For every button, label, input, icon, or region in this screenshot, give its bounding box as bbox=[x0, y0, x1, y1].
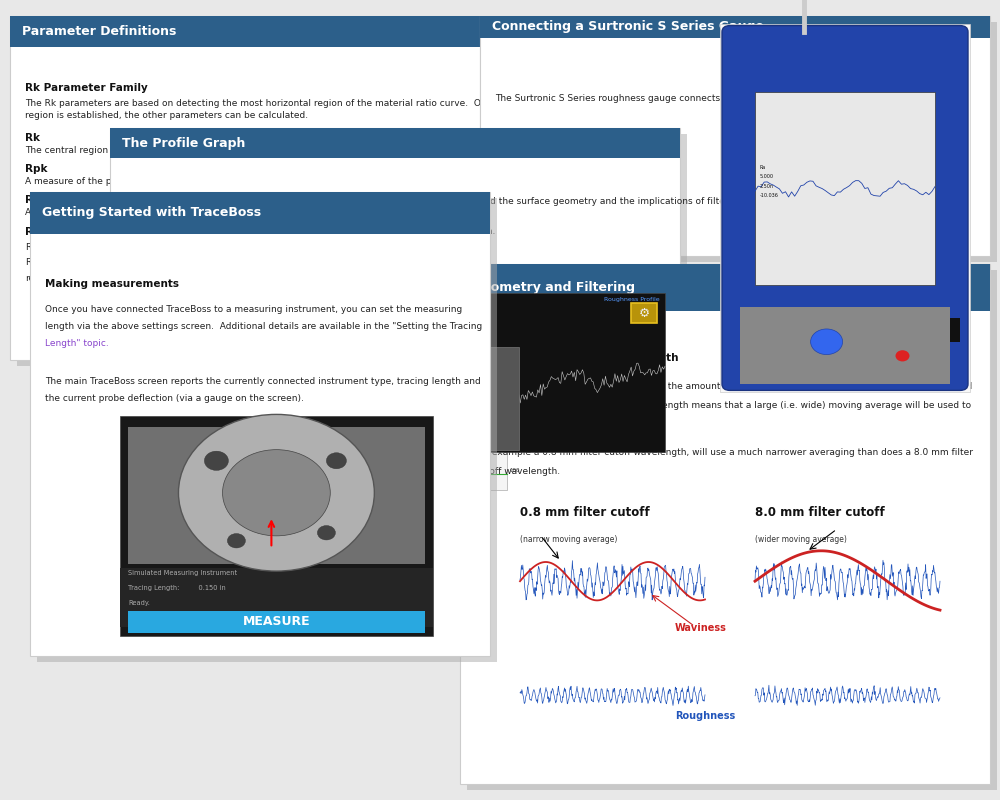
Circle shape bbox=[204, 451, 228, 470]
Text: The Roughness Cutoff Wavelength: The Roughness Cutoff Wavelength bbox=[475, 353, 678, 363]
Circle shape bbox=[317, 526, 335, 540]
Bar bbox=[265, 347, 519, 450]
Bar bbox=[128, 427, 425, 563]
Text: create waviness.: create waviness. bbox=[475, 420, 551, 429]
Text: A measure of the valleys below the central region.: A measure of the valleys below the centr… bbox=[25, 208, 254, 218]
Bar bbox=[740, 306, 950, 384]
FancyBboxPatch shape bbox=[722, 26, 968, 390]
Bar bbox=[10, 16, 480, 47]
Bar bbox=[117, 134, 687, 470]
Text: A measure of the peaks above the central region.: A measure of the peaks above the central… bbox=[25, 177, 250, 186]
Circle shape bbox=[896, 350, 910, 362]
Text: length via the above settings screen.  Additional details are available in the ": length via the above settings screen. Ad… bbox=[45, 322, 482, 331]
Text: Geometry and Filtering: Geometry and Filtering bbox=[472, 281, 635, 294]
Text: Making measurements: Making measurements bbox=[45, 279, 179, 290]
Circle shape bbox=[178, 414, 374, 571]
Bar bbox=[720, 24, 970, 392]
Text: Rpk: Rpk bbox=[25, 164, 48, 174]
Text: MEASURE: MEASURE bbox=[243, 615, 310, 628]
Text: Primary & Waviness: Primary & Waviness bbox=[273, 389, 343, 395]
Text: Length" topic.: Length" topic. bbox=[45, 339, 109, 348]
Text: Roughness Profile: Roughness Profile bbox=[604, 297, 660, 302]
Text: Various profile graphs are available in TraceBoss.  These can help you understan: Various profile graphs are available in … bbox=[125, 197, 771, 206]
Text: 5.000: 5.000 bbox=[760, 174, 774, 179]
Text: Waviness: Waviness bbox=[675, 622, 727, 633]
Text: 0.8 mm filter cutoff: 0.8 mm filter cutoff bbox=[520, 506, 650, 519]
Text: (narrow moving average): (narrow moving average) bbox=[520, 535, 617, 544]
Bar bbox=[30, 192, 490, 656]
Bar bbox=[480, 16, 990, 256]
Text: ⚙: ⚙ bbox=[638, 306, 650, 319]
Circle shape bbox=[227, 534, 245, 548]
Text: To choose a profile for display, click the gear on the top-right of the profile : To choose a profile for display, click t… bbox=[125, 227, 495, 236]
Text: 8.0 mm filter cutoff: 8.0 mm filter cutoff bbox=[755, 506, 885, 519]
Text: the current probe deflection (via a gauge on the screen).: the current probe deflection (via a gaug… bbox=[45, 394, 304, 403]
Bar bbox=[487, 22, 997, 262]
Text: Rmr2: Rmr2 bbox=[25, 243, 49, 252]
Text: The width of the moving average controls the amount of smoothing and this width : The width of the moving average controls… bbox=[475, 382, 972, 391]
Text: 2.50: 2.50 bbox=[129, 334, 143, 338]
Bar bbox=[631, 302, 657, 323]
Bar bbox=[467, 270, 997, 790]
Text: Primary Profile: Primary Profile bbox=[273, 372, 324, 378]
Text: Ra: Ra bbox=[760, 165, 766, 170]
Text: For example a 0.8 mm filter cutoff wavelength, will use a much narrower averagin: For example a 0.8 mm filter cutoff wavel… bbox=[475, 448, 973, 458]
Text: Parameter Definitions: Parameter Definitions bbox=[22, 25, 176, 38]
Circle shape bbox=[811, 329, 843, 354]
Text: Roughness: Roughness bbox=[675, 711, 735, 721]
Text: Once you have connected TraceBoss to a measuring instrument, you can set the mea: Once you have connected TraceBoss to a m… bbox=[45, 306, 462, 314]
Text: -10.036: -10.036 bbox=[760, 194, 779, 198]
Text: (wider moving average): (wider moving average) bbox=[755, 535, 847, 544]
Bar bbox=[128, 611, 425, 633]
Text: The Profile Graph: The Profile Graph bbox=[122, 137, 245, 150]
Bar bbox=[110, 128, 680, 464]
Bar bbox=[480, 16, 990, 38]
Text: ✓: ✓ bbox=[252, 416, 258, 422]
Text: Rk Parameter Family: Rk Parameter Family bbox=[25, 82, 148, 93]
Text: Ready.: Ready. bbox=[128, 600, 150, 606]
Bar bbox=[10, 16, 480, 360]
Text: Connecting a Surtronic S Series Gauge: Connecting a Surtronic S Series Gauge bbox=[492, 20, 764, 34]
Text: Roughness Profile w/ Analysis Zones: Roughness Profile w/ Analysis Zones bbox=[273, 441, 401, 446]
Bar bbox=[249, 410, 262, 428]
Text: The Surtronic S Series roughness gauge connects to a PC via a USB cable.: The Surtronic S Series roughness gauge c… bbox=[495, 94, 831, 103]
Bar bbox=[125, 293, 665, 452]
Text: cutoff wavelength.: cutoff wavelength. bbox=[475, 467, 560, 476]
Text: 2.50n: 2.50n bbox=[760, 184, 774, 189]
Text: Simulated Measuring Instrument: Simulated Measuring Instrument bbox=[128, 570, 237, 575]
Text: The central region depth.: The central region depth. bbox=[25, 146, 140, 154]
Text: The Rk parameters are based on detecting the most horizontal region of the mater: The Rk parameters are based on detecting… bbox=[25, 99, 517, 108]
Text: Rvk: Rvk bbox=[25, 195, 47, 206]
Text: ✓  Roughness Profile: ✓ Roughness Profile bbox=[273, 423, 346, 430]
Bar bbox=[30, 192, 490, 234]
Text: Getting Started with TraceBoss: Getting Started with TraceBoss bbox=[42, 206, 261, 219]
Text: Rmr2: Rmr2 bbox=[465, 498, 486, 503]
Bar bbox=[755, 92, 935, 286]
Bar bbox=[950, 318, 960, 342]
Text: 100: 100 bbox=[509, 468, 520, 473]
Text: "cutoff wavelength". A large cutoff wavelength means that a large (i.e. wide) mo: "cutoff wavelength". A large cutoff wave… bbox=[475, 401, 971, 410]
Circle shape bbox=[326, 453, 346, 469]
Bar bbox=[37, 198, 497, 662]
Bar bbox=[17, 22, 487, 366]
Bar bbox=[465, 407, 507, 490]
Text: Rvk: Rvk bbox=[25, 258, 42, 267]
Circle shape bbox=[223, 450, 330, 536]
Bar bbox=[120, 417, 433, 636]
Text: Rk: Rk bbox=[25, 133, 40, 142]
Text: Rmr1: Rmr1 bbox=[25, 226, 56, 237]
Text: region is established, the other parameters can be calculated.: region is established, the other paramet… bbox=[25, 111, 308, 120]
Text: Tracing Length:         0.150 in: Tracing Length: 0.150 in bbox=[128, 585, 226, 591]
Bar bbox=[120, 568, 433, 627]
Bar bbox=[460, 264, 990, 310]
Text: rep: rep bbox=[25, 274, 40, 283]
Bar bbox=[460, 264, 990, 784]
Text: Measured/Direct Profile: Measured/Direct Profile bbox=[273, 354, 355, 360]
Text: The main TraceBoss screen reports the currently connected instrument type, traci: The main TraceBoss screen reports the cu… bbox=[45, 377, 481, 386]
Bar bbox=[110, 128, 680, 158]
Text: Waviness Profile: Waviness Profile bbox=[273, 406, 330, 412]
